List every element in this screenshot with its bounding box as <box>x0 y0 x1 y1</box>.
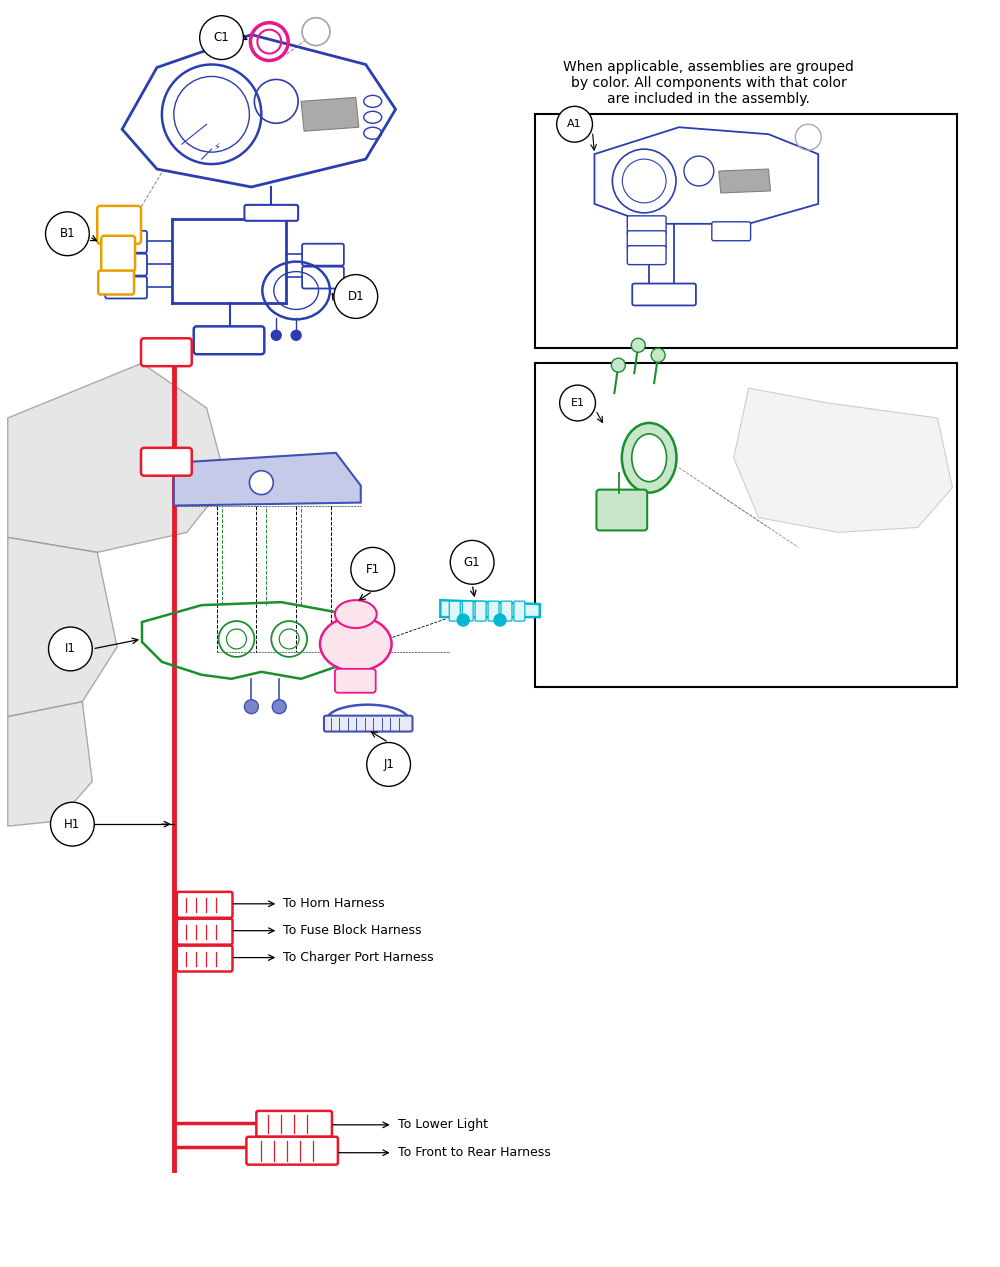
FancyBboxPatch shape <box>302 243 344 266</box>
FancyBboxPatch shape <box>514 601 525 621</box>
FancyBboxPatch shape <box>475 601 486 621</box>
FancyBboxPatch shape <box>105 231 147 252</box>
Text: When applicable, assemblies are grouped
by color. All components with that color: When applicable, assemblies are grouped … <box>563 60 854 106</box>
Circle shape <box>272 699 286 713</box>
FancyBboxPatch shape <box>501 601 512 621</box>
Circle shape <box>560 385 595 421</box>
FancyBboxPatch shape <box>105 276 147 299</box>
FancyBboxPatch shape <box>449 601 460 621</box>
Circle shape <box>46 212 89 256</box>
Circle shape <box>351 547 395 592</box>
Circle shape <box>367 742 411 787</box>
Text: D1: D1 <box>347 290 364 303</box>
Text: A1: A1 <box>567 119 582 129</box>
FancyBboxPatch shape <box>627 231 666 250</box>
FancyBboxPatch shape <box>244 205 298 220</box>
FancyBboxPatch shape <box>101 236 135 271</box>
FancyBboxPatch shape <box>177 945 232 972</box>
Text: F1: F1 <box>366 563 380 575</box>
Text: E1: E1 <box>571 398 585 408</box>
Circle shape <box>457 614 469 626</box>
FancyBboxPatch shape <box>246 1136 338 1164</box>
Polygon shape <box>8 537 117 717</box>
FancyBboxPatch shape <box>596 489 647 531</box>
FancyBboxPatch shape <box>535 364 957 687</box>
Polygon shape <box>8 702 92 826</box>
FancyBboxPatch shape <box>627 246 666 265</box>
Circle shape <box>244 699 258 713</box>
FancyBboxPatch shape <box>627 215 666 234</box>
FancyBboxPatch shape <box>141 447 192 475</box>
FancyBboxPatch shape <box>632 284 696 305</box>
Circle shape <box>271 331 281 341</box>
Text: G1: G1 <box>464 556 480 569</box>
Text: H1: H1 <box>64 817 81 831</box>
FancyBboxPatch shape <box>256 1111 332 1136</box>
Text: I1: I1 <box>65 642 76 655</box>
Ellipse shape <box>622 423 677 493</box>
FancyBboxPatch shape <box>535 114 957 348</box>
Polygon shape <box>719 169 770 193</box>
Ellipse shape <box>320 617 392 672</box>
Circle shape <box>631 338 645 352</box>
Circle shape <box>49 627 92 670</box>
Polygon shape <box>440 601 540 617</box>
Text: To Fuse Block Harness: To Fuse Block Harness <box>283 924 422 938</box>
FancyBboxPatch shape <box>324 716 412 731</box>
FancyBboxPatch shape <box>488 601 499 621</box>
Ellipse shape <box>632 433 667 481</box>
Circle shape <box>557 106 592 142</box>
Circle shape <box>334 275 378 318</box>
FancyBboxPatch shape <box>462 601 473 621</box>
Polygon shape <box>734 388 952 532</box>
FancyBboxPatch shape <box>141 338 192 366</box>
FancyBboxPatch shape <box>712 222 751 241</box>
Circle shape <box>494 614 506 626</box>
Circle shape <box>651 348 665 362</box>
Text: ⚡: ⚡ <box>213 142 220 152</box>
Circle shape <box>249 471 273 494</box>
Circle shape <box>450 541 494 584</box>
Circle shape <box>200 15 243 60</box>
Polygon shape <box>301 98 359 132</box>
Text: C1: C1 <box>214 32 229 44</box>
FancyBboxPatch shape <box>302 266 344 289</box>
Circle shape <box>291 331 301 341</box>
Text: To Charger Port Harness: To Charger Port Harness <box>283 952 434 964</box>
FancyBboxPatch shape <box>177 892 232 917</box>
Text: J1: J1 <box>383 758 394 770</box>
Polygon shape <box>8 364 227 552</box>
Polygon shape <box>174 452 361 506</box>
Text: To Front to Rear Harness: To Front to Rear Harness <box>398 1147 550 1159</box>
Text: To Lower Light: To Lower Light <box>398 1119 488 1131</box>
Circle shape <box>51 802 94 846</box>
Ellipse shape <box>335 601 377 628</box>
Text: B1: B1 <box>60 227 75 241</box>
Circle shape <box>611 359 625 372</box>
FancyBboxPatch shape <box>194 327 264 355</box>
FancyBboxPatch shape <box>98 271 134 294</box>
FancyBboxPatch shape <box>335 669 376 693</box>
FancyBboxPatch shape <box>97 205 141 243</box>
FancyBboxPatch shape <box>105 253 147 276</box>
FancyBboxPatch shape <box>177 919 232 945</box>
Text: To Horn Harness: To Horn Harness <box>283 897 385 910</box>
